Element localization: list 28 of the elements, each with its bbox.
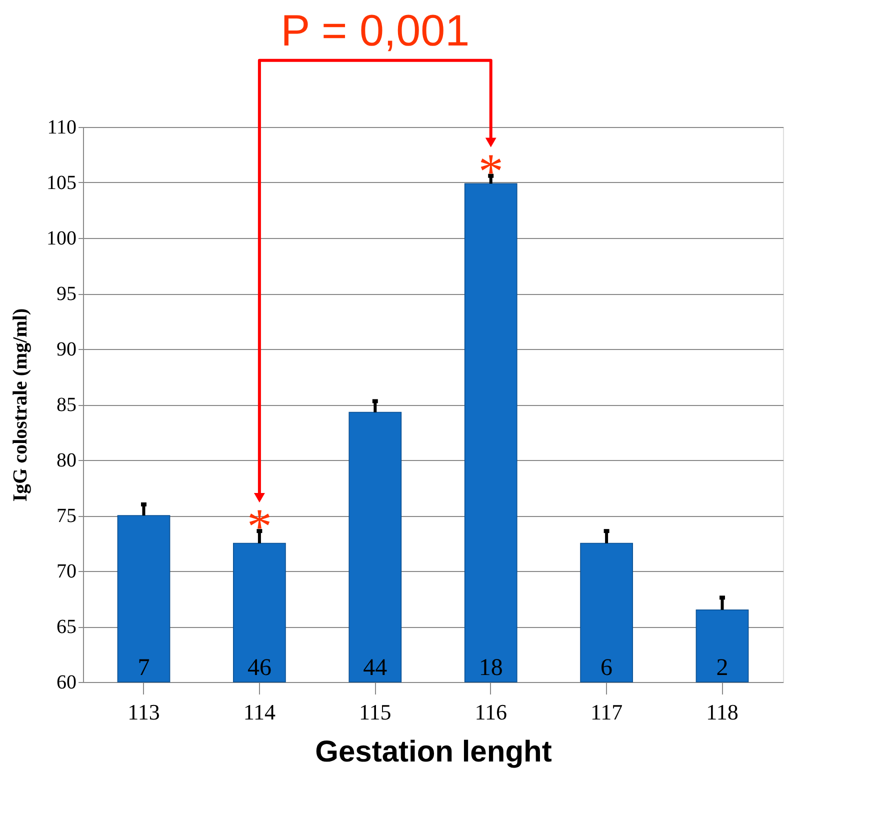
x-tick-label: 115	[359, 700, 392, 724]
y-tick-label: 85	[56, 394, 76, 416]
x-axis-title: Gestation lenght	[315, 736, 552, 768]
annotation: 44	[363, 655, 388, 681]
annotation: *	[246, 498, 272, 554]
y-tick-label: 60	[56, 672, 76, 694]
annotation: 6	[600, 655, 613, 681]
y-tick-label: 95	[56, 283, 76, 305]
x-tick-label: 116	[474, 700, 507, 724]
annotation: 18	[478, 655, 503, 681]
y-tick-label: 100	[46, 228, 76, 250]
y-tick-label: 90	[56, 338, 76, 360]
y-tick-label: 105	[46, 172, 76, 194]
y-tick-label: 70	[56, 560, 76, 582]
annotation: 7	[138, 655, 150, 681]
annotation: 46	[247, 655, 272, 681]
y-axis-title: IgG colostrale (mg/ml)	[10, 308, 32, 502]
x-tick-label: 113	[128, 700, 160, 724]
annotation: 2	[716, 655, 728, 681]
x-tick-label: 118	[706, 700, 738, 724]
annotation: *	[478, 142, 504, 199]
text: P = 0,001	[280, 6, 470, 56]
x-tick-label: 114	[243, 700, 276, 724]
y-tick-label: 65	[56, 616, 76, 638]
y-tick-label: 75	[56, 505, 76, 527]
y-tick-label: 110	[47, 116, 76, 138]
y-tick-label: 80	[56, 450, 76, 472]
x-tick-label: 117	[590, 700, 623, 724]
